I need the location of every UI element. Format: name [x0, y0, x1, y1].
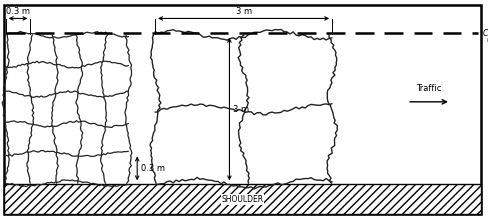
- Bar: [4, 184, 480, 214]
- Text: 0.3 m: 0.3 m: [140, 164, 164, 173]
- Text: SHOULDER: SHOULDER: [221, 195, 263, 204]
- Text: $\it{C}$: $\it{C}$: [481, 27, 488, 38]
- Text: Traffic: Traffic: [415, 84, 441, 93]
- Text: 0.3 m: 0.3 m: [6, 6, 30, 15]
- Text: L: L: [486, 38, 488, 43]
- Text: 3 m: 3 m: [235, 6, 251, 15]
- Text: 3 m: 3 m: [233, 105, 249, 114]
